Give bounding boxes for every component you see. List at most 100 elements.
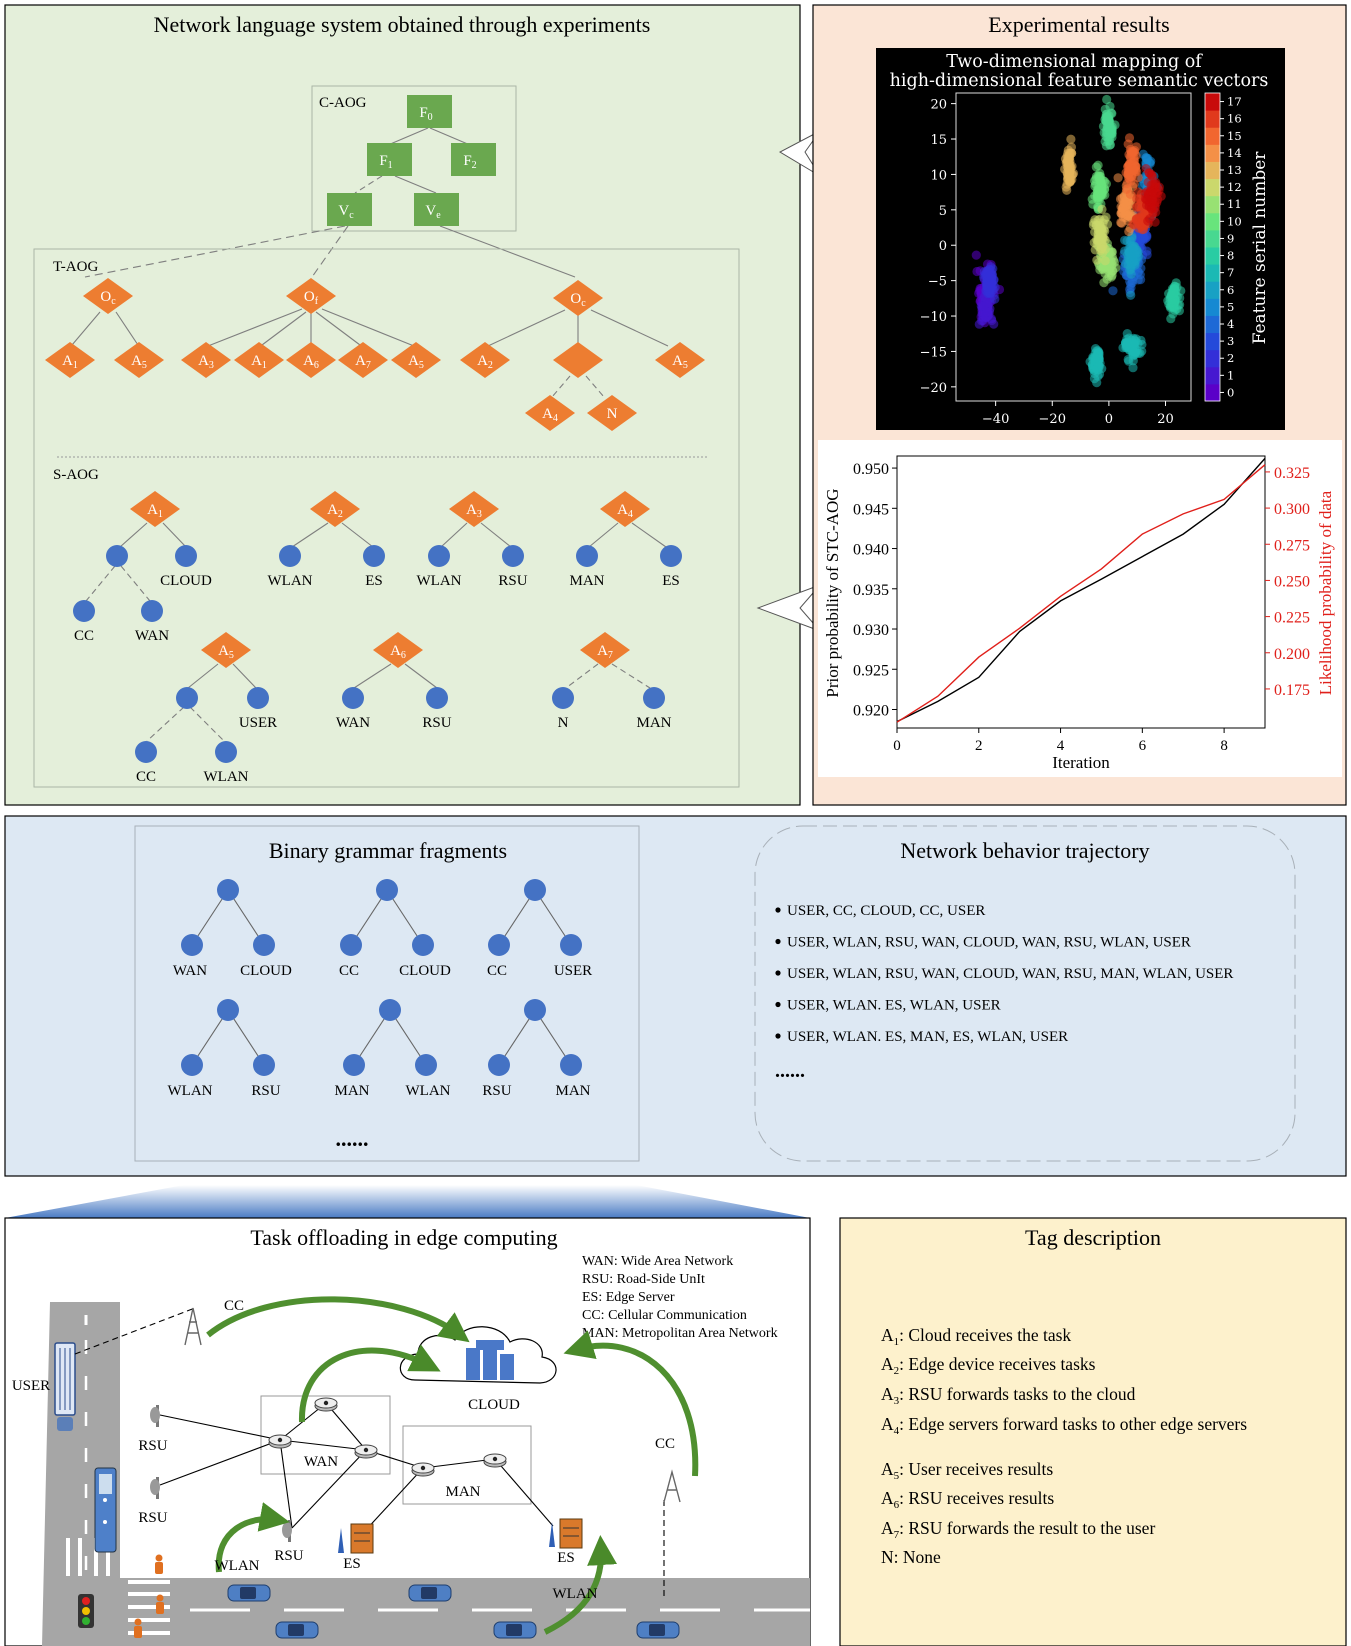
scatter-ytick: 15 [930, 133, 947, 148]
s-aog-nodes: A1 A2 A3 A4 A5 A6 A7 CLOUD CC WAN WLAN ES WLAN RSU MAN… [73, 491, 682, 785]
t-node-oc: Oc [83, 278, 133, 314]
t-leaf-a3: A3 [181, 342, 231, 378]
fragment-right [412, 934, 434, 956]
scatter-point [1119, 198, 1129, 208]
colorbar-label: Feature serial number [1250, 151, 1270, 345]
scatter-point [1125, 276, 1135, 286]
s-leaf-node [175, 545, 197, 567]
scatter-point [1065, 176, 1075, 187]
fragment-left-label: CC [487, 963, 507, 979]
s-leaf-node [176, 687, 198, 709]
trajectory-title: Network behavior trajectory [900, 838, 1149, 863]
svg-text:A5: A5 [218, 643, 234, 661]
fragment-left-label: RSU [482, 1083, 511, 1099]
svg-text:A1: A1 [251, 353, 267, 371]
legend-item: CC: Cellular Communication [582, 1308, 747, 1323]
fragment-right-label: WLAN [406, 1083, 451, 1099]
svg-text:Of: Of [304, 289, 319, 307]
line-ytick-left: 0.930 [853, 622, 889, 639]
colorbar-tick: 1 [1227, 368, 1234, 382]
scatter-point [1129, 347, 1139, 357]
svg-text:A1: A1 [147, 502, 163, 520]
bullet-icon [775, 1033, 781, 1039]
s-leaf-label-wlan: WLAN [417, 573, 462, 589]
scatter-point [1097, 204, 1107, 214]
scatter-point [983, 266, 993, 276]
scatter-point [1136, 335, 1146, 346]
s-leaf-node [215, 741, 237, 763]
router-icon [268, 1434, 292, 1449]
scatter-point [1113, 173, 1123, 183]
road-surface [42, 1302, 810, 1646]
wan-box [260, 1395, 391, 1475]
scatter-point [1128, 147, 1138, 157]
scatter-point [1121, 184, 1132, 194]
car-icon [275, 1621, 319, 1639]
scatter-xtick: 0 [1105, 412, 1113, 427]
scatter-point [1096, 177, 1106, 187]
s-leaf-label-wan: WAN [336, 715, 370, 731]
scatter-xtick: −40 [982, 412, 1009, 427]
tag-item: A4: Edge servers forward tasks to other … [881, 1414, 1247, 1437]
s-leaf-node [363, 545, 385, 567]
colorbar-tick: 5 [1227, 300, 1234, 314]
scatter-point [1098, 264, 1108, 274]
t-leaf-a5: A5 [114, 342, 164, 378]
scatter-point [1150, 217, 1160, 227]
fragment-left [488, 1054, 510, 1076]
fragment-left [343, 1054, 365, 1076]
experimental-title: Experimental results [988, 12, 1169, 37]
colorbar-tick: 14 [1227, 146, 1242, 160]
s-leaf-node [643, 687, 665, 709]
bullet-icon [775, 938, 781, 945]
line-ytick-right: 0.275 [1274, 537, 1310, 554]
s-leaf-node [247, 687, 269, 709]
task-title: Task offloading in edge computing [250, 1225, 557, 1250]
rsu-label-3: RSU [274, 1548, 303, 1564]
line-xtick: 8 [1220, 738, 1228, 754]
scatter-point [1120, 246, 1130, 256]
s-leaf-node [552, 687, 574, 709]
line-xtick: 2 [975, 738, 983, 754]
s-leaf-label-cc: CC [136, 769, 156, 785]
colorbar-tick: 2 [1227, 351, 1234, 365]
svg-text:A4: A4 [542, 406, 558, 424]
colorbar-tick: 8 [1227, 249, 1234, 263]
scatter-point [1126, 290, 1136, 300]
t-leaf-empty [553, 342, 603, 378]
scatter-point [1133, 275, 1143, 285]
tag-title: Tag description [1025, 1225, 1161, 1250]
line-ytick-left: 0.925 [853, 662, 889, 679]
scatter-ytick: 0 [939, 239, 947, 254]
edge-server-icon [338, 1518, 583, 1554]
colorbar-tick: 0 [1227, 385, 1234, 399]
line-ytick-right: 0.300 [1274, 501, 1310, 518]
line-ytick-left: 0.920 [853, 702, 889, 719]
svg-text:F0: F0 [419, 105, 432, 123]
binary-fragment: RSU MAN [482, 999, 591, 1099]
svg-text:A1: A1 [62, 353, 78, 371]
line-xlabel: Iteration [1052, 753, 1110, 772]
tag-item: A7: RSU forwards the result to the user [881, 1518, 1155, 1541]
scatter-point [1142, 194, 1152, 204]
trajectory-ellipsis: ...... [775, 1060, 805, 1082]
svg-text:Oc: Oc [100, 289, 116, 307]
scatter-chart: Two-dimensional mapping of high-dimensio… [876, 48, 1285, 430]
binary-fragments: WAN CLOUD CC CLOUD CC USER WLAN RSU MAN WLAN RSU MA… [168, 879, 592, 1099]
fragment-left-label: MAN [334, 1083, 369, 1099]
bullet-icon [775, 1001, 781, 1008]
colorbar-tick: 7 [1227, 266, 1234, 280]
t-aog-edges [71, 308, 669, 398]
t-leaf-a6: A6 [286, 342, 336, 378]
abbrev-legend: WAN: Wide Area Network RSU: Road-Side UnI… [582, 1254, 778, 1341]
cc-label-right: CC [655, 1436, 675, 1452]
s-node-a6: A6 [373, 632, 423, 668]
line-series [896, 457, 1266, 723]
scatter-ytick: 10 [930, 168, 947, 183]
scatter-point [1134, 220, 1144, 230]
s-leaf-node [502, 545, 524, 567]
scatter-point [1116, 209, 1126, 219]
scatter-point [1109, 257, 1119, 267]
colorbar-tick: 9 [1227, 231, 1234, 245]
scatter-point [1102, 94, 1112, 105]
